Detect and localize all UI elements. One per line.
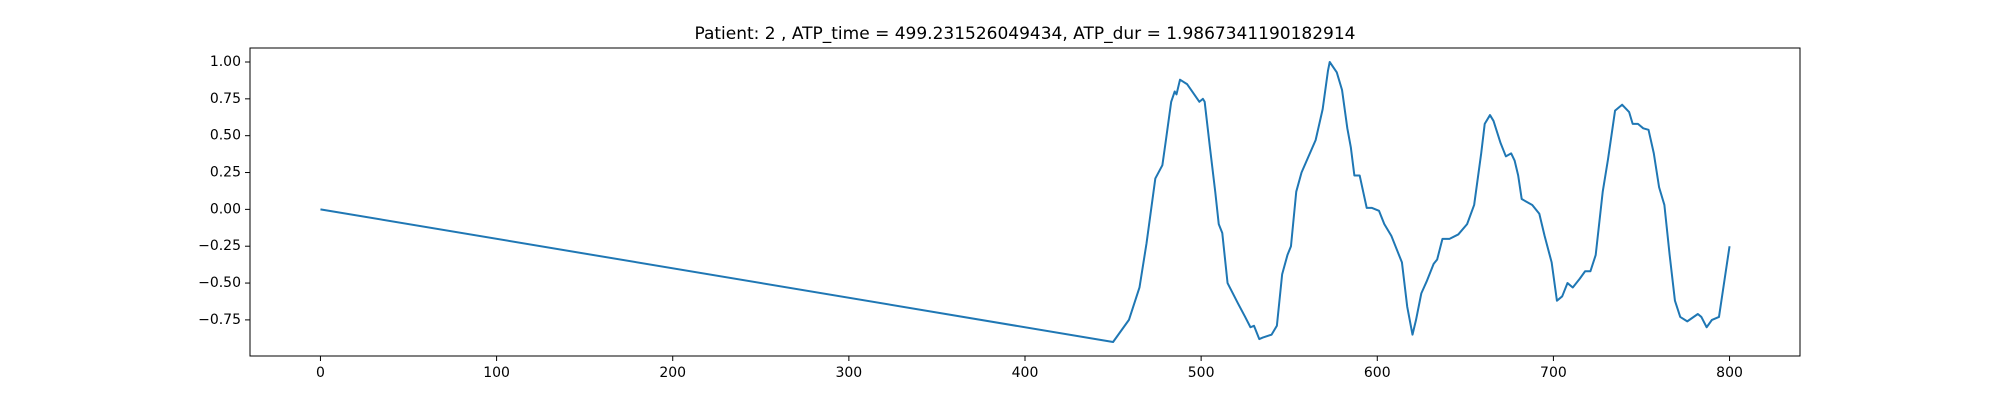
y-tick-label: 0.50 [210,128,241,144]
y-tick-label: −0.25 [198,238,241,254]
y-tick-label: −0.75 [198,312,241,328]
y-tick-label: 0.75 [210,91,241,107]
y-tick-label: 0.25 [210,165,241,181]
y-tick-label: −0.50 [198,275,241,291]
x-tick-label: 0 [316,365,325,381]
x-tick-label: 400 [1012,365,1039,381]
chart-title: Patient: 2 , ATP_time = 499.231526049434… [694,24,1355,44]
x-tick-label: 100 [483,365,510,381]
x-tick-label: 500 [1188,365,1215,381]
axes-frame [249,47,1801,357]
data-line [320,61,1731,343]
x-tick-label: 700 [1540,365,1567,381]
x-tick-label: 800 [1716,365,1743,381]
x-tick-label: 600 [1364,365,1391,381]
x-tick-label: 300 [835,365,862,381]
y-tick-label: 0.00 [210,201,241,217]
y-tick-label: 1.00 [210,54,241,70]
x-tick-label: 200 [659,365,686,381]
